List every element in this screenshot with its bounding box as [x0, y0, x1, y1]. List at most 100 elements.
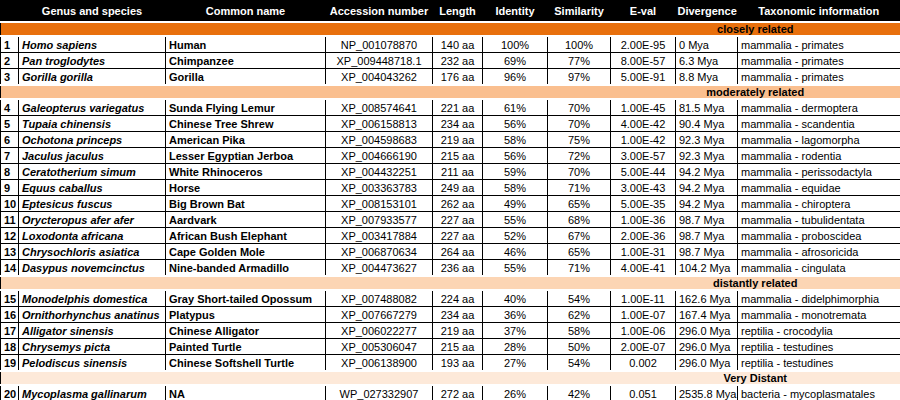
cell-common: Painted Turtle: [166, 339, 326, 355]
cell-accession: XP_006870634: [326, 244, 433, 260]
cell-length: 224 aa: [433, 290, 483, 307]
cell-identity: 28%: [483, 339, 548, 355]
cell-eval: 3.00E-57: [611, 148, 676, 164]
section-label-moderately-related: moderately related: [611, 85, 900, 99]
cell-num: 20: [1, 385, 19, 400]
cell-common: NA: [166, 385, 326, 400]
table-body: closely related1Homo sapiensHumanNP_0010…: [1, 22, 900, 400]
cell-identity: 36%: [483, 307, 548, 323]
table-row: 20Mycoplasma gallinarumNAWP_027332907272…: [1, 385, 900, 400]
cell-divergence: 104.2 Mya: [676, 260, 738, 277]
cell-identity: 58%: [483, 180, 548, 196]
cell-accession: XP_007933577: [326, 212, 433, 228]
cell-identity: 56%: [483, 148, 548, 164]
cell-accession: XP_008574641: [326, 99, 433, 116]
cell-common: Gray Short-tailed Opossum: [166, 290, 326, 307]
cell-eval: 2.00E-36: [611, 228, 676, 244]
cell-eval: 1.00E-06: [611, 323, 676, 339]
section-label-very-distant: Very Distant: [611, 371, 900, 385]
cell-accession: XP_006158813: [326, 116, 433, 132]
cell-identity: 58%: [483, 132, 548, 148]
table-row: 12Loxodonta africanaAfrican Bush Elephan…: [1, 228, 900, 244]
cell-length: 227 aa: [433, 212, 483, 228]
cell-similarity: 50%: [548, 339, 611, 355]
cell-num: 5: [1, 116, 19, 132]
cell-eval: 1.00E-07: [611, 307, 676, 323]
cell-eval: 5.00E-35: [611, 196, 676, 212]
section-label-distantly-related: distantly related: [611, 276, 900, 290]
cell-divergence: 94.2 Mya: [676, 196, 738, 212]
table-row: 19Pelodiscus sinensisChinese Softshell T…: [1, 355, 900, 372]
cell-common: Chimpanzee: [166, 53, 326, 69]
cell-divergence: 2535.8 Mya: [676, 385, 738, 400]
cell-num: 12: [1, 228, 19, 244]
cell-genus: Eptesicus fuscus: [19, 196, 166, 212]
cell-identity: 37%: [483, 323, 548, 339]
cell-identity: 26%: [483, 385, 548, 400]
cell-identity: 27%: [483, 355, 548, 372]
species-comparison-sheet: Genus and speciesCommon nameAccession nu…: [0, 0, 900, 400]
cell-accession: XP_005306047: [326, 339, 433, 355]
cell-similarity: 65%: [548, 196, 611, 212]
cell-common: Chinese Softshell Turtle: [166, 355, 326, 372]
cell-genus: Ornithorhynchus anatinus: [19, 307, 166, 323]
cell-genus: Gorilla gorilla: [19, 69, 166, 86]
cell-divergence: 296.0 Mya: [676, 355, 738, 372]
cell-length: 215 aa: [433, 148, 483, 164]
cell-taxonomy: mammalia - monotremata: [738, 307, 900, 323]
table-row: 6Ochotona princepsAmerican PikaXP_004598…: [1, 132, 900, 148]
cell-accession: XP_003417884: [326, 228, 433, 244]
cell-accession: NP_001078870: [326, 36, 433, 53]
cell-eval: 1.00E-42: [611, 132, 676, 148]
cell-identity: 69%: [483, 53, 548, 69]
cell-similarity: 62%: [548, 307, 611, 323]
header-cell-similarity: Similarity: [548, 1, 611, 23]
cell-eval: 4.00E-41: [611, 260, 676, 277]
cell-divergence: 98.7 Mya: [676, 212, 738, 228]
cell-similarity: 67%: [548, 228, 611, 244]
cell-taxonomy: mammalia - rodentia: [738, 148, 900, 164]
section-fill: [1, 276, 611, 290]
cell-common: African Bush Elephant: [166, 228, 326, 244]
cell-eval: 1.00E-36: [611, 212, 676, 228]
cell-divergence: 92.3 Mya: [676, 148, 738, 164]
cell-eval: 1.00E-45: [611, 99, 676, 116]
cell-taxonomy: reptilia - crocodylia: [738, 323, 900, 339]
section-fill: [1, 371, 611, 385]
cell-num: 3: [1, 69, 19, 86]
cell-similarity: 72%: [548, 148, 611, 164]
cell-identity: 61%: [483, 99, 548, 116]
cell-similarity: 70%: [548, 99, 611, 116]
cell-similarity: 68%: [548, 212, 611, 228]
cell-similarity: 71%: [548, 180, 611, 196]
section-row-very-distant: Very Distant: [1, 371, 900, 385]
cell-taxonomy: mammalia - lagomorpha: [738, 132, 900, 148]
cell-accession: XP_007488082: [326, 290, 433, 307]
cell-accession: XP_004598683: [326, 132, 433, 148]
table-row: 1Homo sapiensHumanNP_001078870140 aa100%…: [1, 36, 900, 53]
cell-genus: Chrysochloris asiatica: [19, 244, 166, 260]
header-row: Genus and speciesCommon nameAccession nu…: [1, 1, 900, 23]
table-row: 3Gorilla gorillaGorillaXP_004043262176 a…: [1, 69, 900, 86]
cell-similarity: 70%: [548, 164, 611, 180]
cell-accession: XP_008153101: [326, 196, 433, 212]
cell-common: Sunda Flying Lemur: [166, 99, 326, 116]
cell-divergence: 98.7 Mya: [676, 244, 738, 260]
cell-accession: XP_004473627: [326, 260, 433, 277]
cell-similarity: 71%: [548, 260, 611, 277]
table-row: 13Chrysochloris asiaticaCape Golden Mole…: [1, 244, 900, 260]
cell-genus: Loxodonta africana: [19, 228, 166, 244]
table-header: Genus and speciesCommon nameAccession nu…: [1, 1, 900, 23]
cell-genus: Ceratotherium simum: [19, 164, 166, 180]
cell-identity: 55%: [483, 212, 548, 228]
cell-taxonomy: mammalia - dermoptera: [738, 99, 900, 116]
cell-common: Nine-banded Armadillo: [166, 260, 326, 277]
cell-divergence: 94.2 Mya: [676, 164, 738, 180]
cell-length: 215 aa: [433, 339, 483, 355]
cell-common: White Rhinoceros: [166, 164, 326, 180]
table-row: 4Galeopterus variegatusSunda Flying Lemu…: [1, 99, 900, 116]
section-row-moderately-related: moderately related: [1, 85, 900, 99]
cell-divergence: 167.4 Mya: [676, 307, 738, 323]
header-cell-eval: E-val: [611, 1, 676, 23]
cell-genus: Homo sapiens: [19, 36, 166, 53]
